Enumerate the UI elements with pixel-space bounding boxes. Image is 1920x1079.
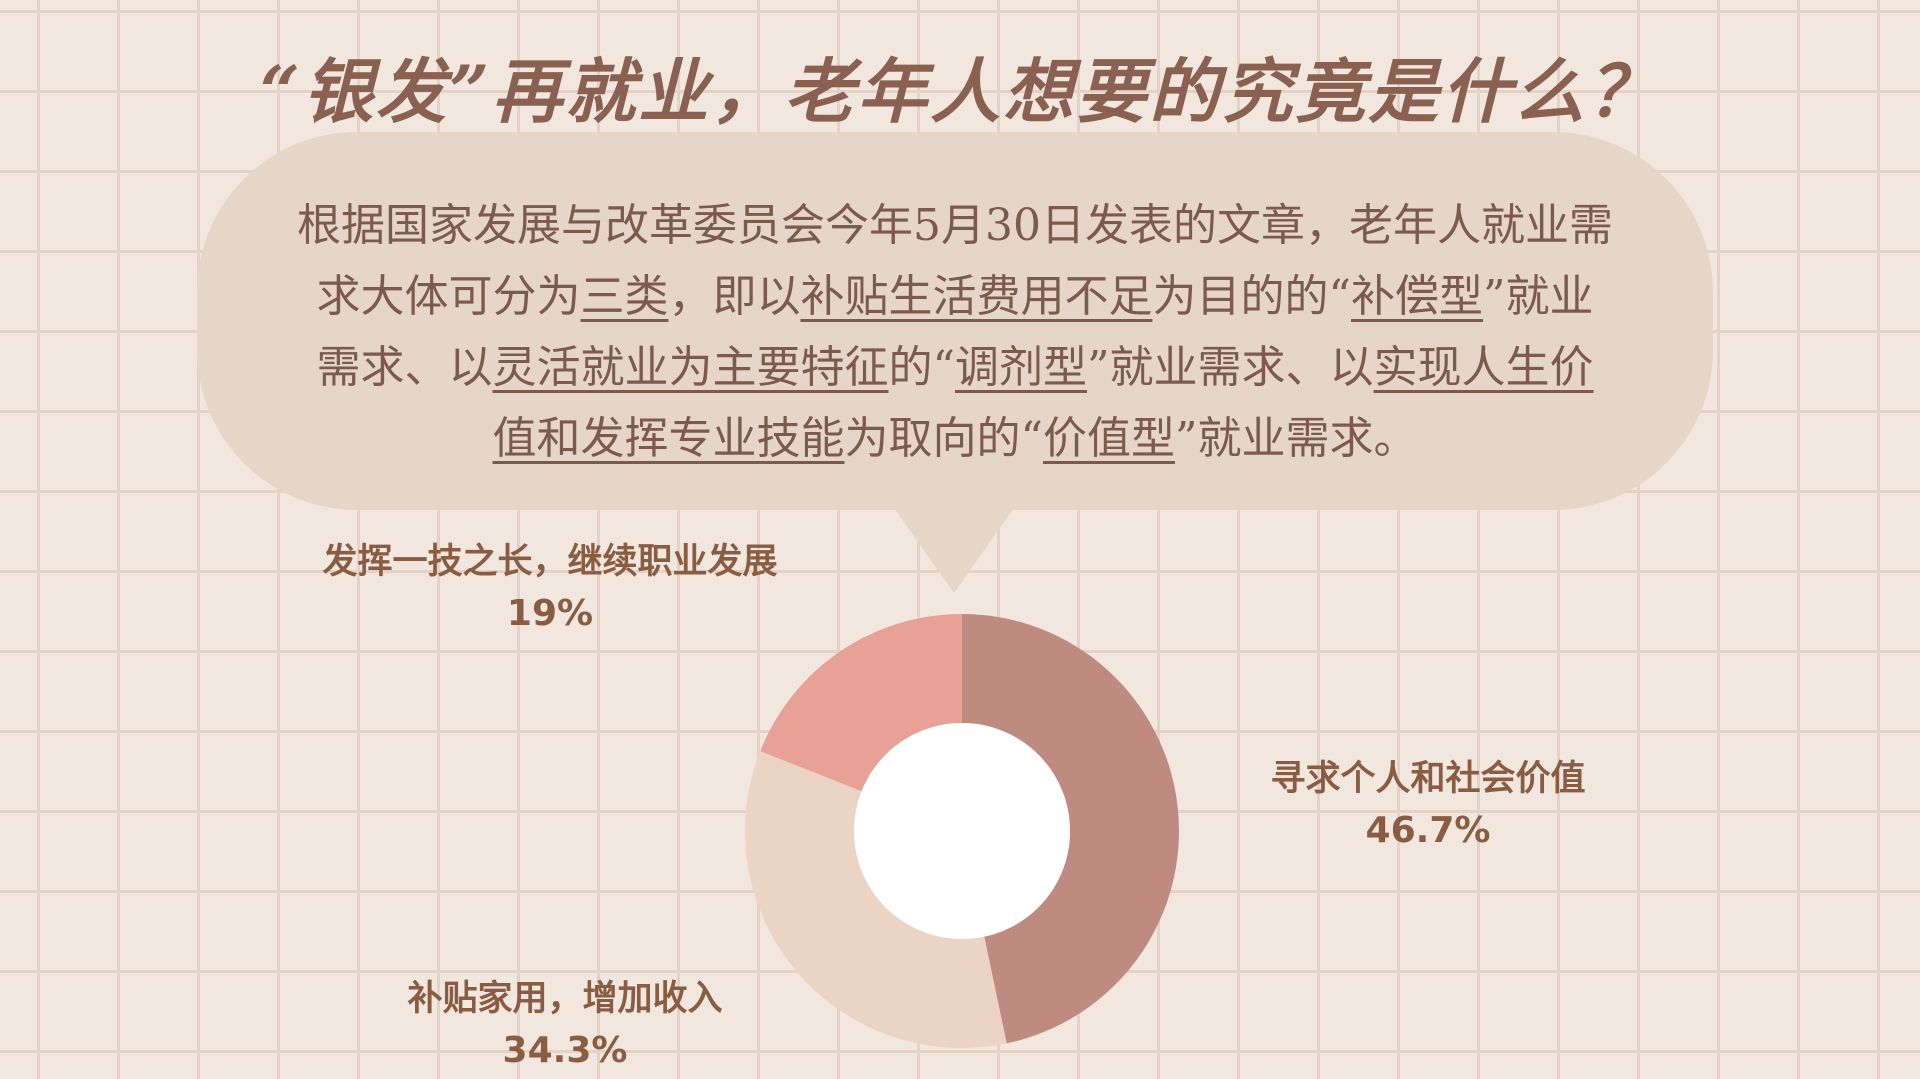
callout-text-segment: ，即以 (668, 271, 801, 322)
slice-label-value: 寻求个人和社会价值 46.7% (1168, 754, 1688, 858)
callout-line-2: 求大体可分为三类，即以补贴生活费用不足为目的的“补偿型”就业 (213, 261, 1697, 332)
callout-bubble (197, 132, 1713, 510)
slice-category-label: 发挥一技之长，继续职业发展 (322, 542, 778, 582)
donut-slice (760, 614, 962, 792)
callout-highlight: 调剂型 (955, 342, 1087, 393)
callout-highlight: 补偿型 (1351, 271, 1483, 322)
callout-text-segment: 求大体可分为 (316, 271, 581, 322)
callout-highlight: 值和发挥专业技能 (492, 413, 845, 464)
callout-text-segment: 根据国家发展与改革委员会今年5月30日发表的文章，老年人就业需 (297, 200, 1613, 251)
callout-highlight: 价值型 (1043, 413, 1175, 464)
callout-highlight: 三类 (580, 271, 669, 322)
slice-label-income: 补贴家用，增加收入 34.3% (320, 974, 810, 1078)
callout-text-segment: ”就业需求、以 (1087, 342, 1374, 393)
donut-slice (745, 751, 1007, 1048)
callout-text-segment: 为目的的“ (1152, 271, 1352, 322)
slice-category-label: 寻求个人和社会价值 (1270, 759, 1586, 799)
callout-line-3: 需求、以灵活就业为主要特征的“调剂型”就业需求、以实现人生价 (213, 332, 1697, 403)
callout-text-segment: ”就业 (1483, 271, 1594, 322)
donut-slice (962, 614, 1179, 1044)
slice-value-label: 19% (506, 593, 594, 634)
callout-highlight: 实现人生价 (1373, 342, 1594, 393)
callout-text-segment: 的“ (888, 342, 956, 393)
callout-text-segment: 为取向的“ (844, 413, 1044, 464)
slice-category-label: 补贴家用，增加收入 (407, 979, 723, 1019)
slice-value-label: 34.3% (502, 1030, 628, 1071)
callout-text-segment: 需求、以 (316, 342, 493, 393)
callout-text-segment: ”就业需求。 (1175, 413, 1418, 464)
callout-line-4: 值和发挥专业技能为取向的“价值型”就业需求。 (213, 403, 1697, 474)
page-title: “银发”再就业，老年人想要的究竟是什么？ (259, 50, 1661, 133)
callout-bubble-tail (892, 505, 1016, 593)
callout-highlight: 补贴生活费用不足 (800, 271, 1153, 322)
callout-text: 根据国家发展与改革委员会今年5月30日发表的文章，老年人就业需 求大体可分为三类… (213, 190, 1697, 474)
slice-value-label: 46.7% (1365, 810, 1491, 851)
callout-highlight: 灵活就业为主要特征 (492, 342, 889, 393)
donut-hole (854, 723, 1070, 939)
callout-line-1: 根据国家发展与改革委员会今年5月30日发表的文章，老年人就业需 (213, 190, 1697, 261)
slice-label-career: 发挥一技之长，继续职业发展 19% (270, 537, 830, 641)
